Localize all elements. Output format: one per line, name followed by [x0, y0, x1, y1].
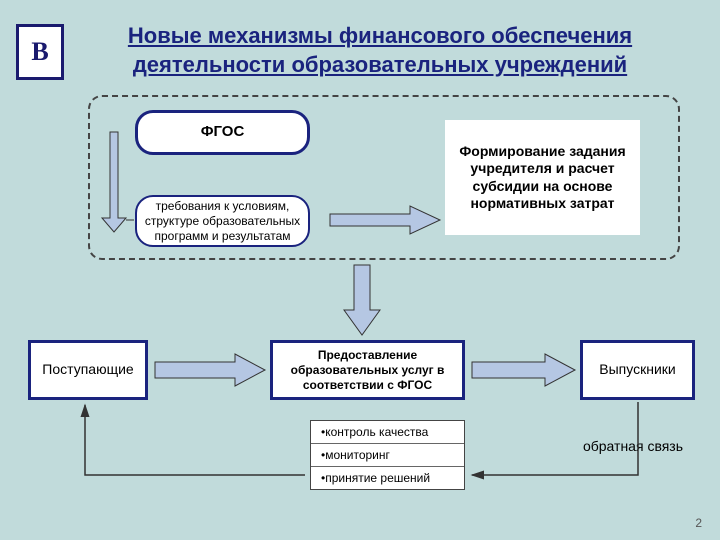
arrow-services-to-graduates — [472, 354, 575, 386]
node-graduates-label: Выпускники — [599, 361, 675, 379]
node-incoming: Поступающие — [28, 340, 148, 400]
node-graduates: Выпускники — [580, 340, 695, 400]
logo: В — [16, 24, 64, 80]
arrow-formation-to-services — [344, 265, 380, 335]
node-services-label: Предоставление образовательных услуг в с… — [279, 348, 456, 393]
bullet-item: •принятие решений — [311, 467, 464, 489]
node-incoming-label: Поступающие — [42, 361, 133, 379]
page-number: 2 — [695, 516, 702, 530]
node-formation-label: Формирование задания учредителя и расчет… — [451, 143, 634, 213]
node-services: Предоставление образовательных услуг в с… — [270, 340, 465, 400]
feedback-label: обратная связь — [578, 438, 688, 455]
node-requirements-label: требования к условиям, структуре образов… — [143, 199, 302, 244]
node-fgos-label: ФГОС — [201, 123, 245, 142]
node-formation: Формирование задания учредителя и расчет… — [445, 120, 640, 235]
page-title: Новые механизмы финансового обеспечения … — [100, 22, 660, 79]
node-fgos: ФГОС — [135, 110, 310, 155]
arrow-incoming-to-services — [155, 354, 265, 386]
bullet-item: •контроль качества — [311, 421, 464, 444]
node-requirements: требования к условиям, структуре образов… — [135, 195, 310, 247]
bullets-to-incoming-bracket — [85, 405, 305, 475]
logo-text: В — [31, 37, 48, 67]
bullet-item: •мониторинг — [311, 444, 464, 467]
bullets-box: •контроль качества •мониторинг •принятие… — [310, 420, 465, 490]
